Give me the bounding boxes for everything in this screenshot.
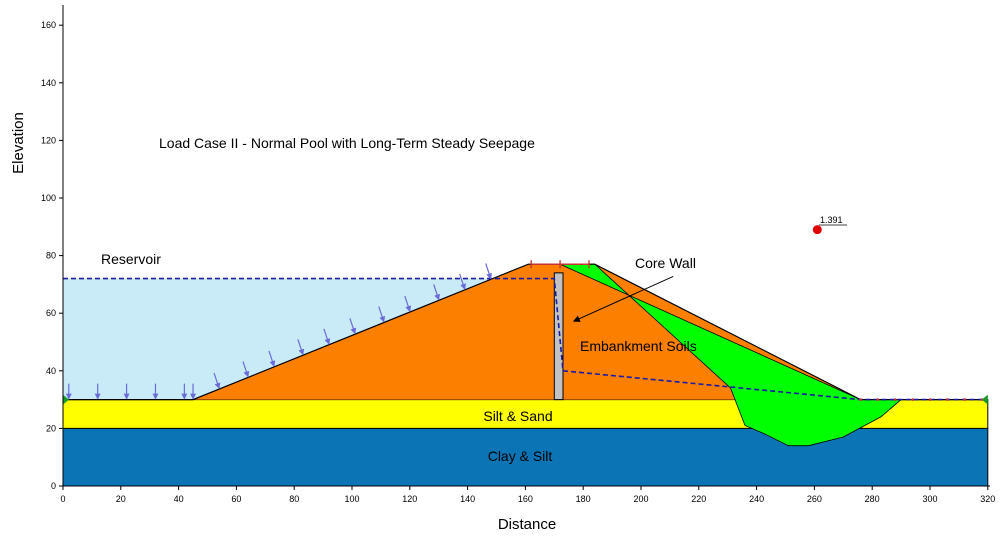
reservoir-label: Reservoir: [101, 251, 161, 267]
y-axis-title: Elevation: [10, 112, 27, 174]
y-tick-label: 140: [41, 78, 56, 88]
x-tick-label: 140: [460, 494, 475, 504]
x-tick-label: 180: [576, 494, 591, 504]
toe-tick: [859, 398, 862, 401]
y-tick-label: 20: [46, 423, 56, 433]
axis-ticks: 0 20 40 60 80 100 120 140 160 180 200 220 240 260 280 3…: [41, 20, 995, 504]
y-tick-label: 100: [41, 193, 56, 203]
pressure-arrow: [433, 284, 440, 301]
pressure-arrow: [242, 361, 250, 378]
x-tick-label: 60: [231, 494, 241, 504]
toe-tick: [963, 398, 966, 401]
pressure-arrow: [378, 306, 386, 323]
x-tick-label: 40: [174, 494, 184, 504]
x-tick-label: 280: [865, 494, 880, 504]
pressure-arrow: [297, 339, 305, 356]
axes: [62, 5, 990, 487]
y-tick-label: 60: [46, 308, 56, 318]
reservoir-water: [63, 278, 491, 400]
toe-tick: [911, 398, 914, 401]
x-tick-label: 240: [749, 494, 764, 504]
overlay-marks: [63, 225, 988, 405]
x-tick-label: 260: [807, 494, 822, 504]
embankment-region: [193, 264, 861, 400]
x-tick-label: 0: [60, 494, 65, 504]
x-tick-label: 100: [344, 494, 359, 504]
pressure-arrow: [323, 328, 331, 345]
pressure-arrow: [404, 295, 412, 313]
x-tick-label: 160: [518, 494, 533, 504]
pressure-arrow: [349, 318, 357, 335]
x-tick-label: 20: [116, 494, 126, 504]
right-boundary-node: [981, 394, 988, 405]
x-tick-label: 80: [289, 494, 299, 504]
y-tick-label: 120: [41, 135, 56, 145]
x-tick-label: 200: [633, 494, 648, 504]
factor-of-safety-label: 1.391: [820, 215, 843, 225]
pressure-arrow: [459, 273, 466, 290]
pressure-arrow: [485, 263, 492, 280]
y-tick-label: 0: [51, 481, 56, 491]
toe-tick: [876, 398, 880, 401]
x-tick-label: 320: [980, 494, 995, 504]
y-tick-label: 80: [46, 251, 56, 261]
x-tick-label: 220: [691, 494, 706, 504]
toe-tick: [894, 398, 897, 401]
x-axis-title: Distance: [498, 516, 556, 533]
core-wall-label: Core Wall: [635, 255, 696, 271]
pressure-arrow: [268, 350, 276, 367]
chart-title: Load Case II - Normal Pool with Long-Ter…: [159, 135, 535, 151]
y-tick-label: 40: [46, 366, 56, 376]
silt-sand-label: Silt & Sand: [483, 408, 552, 424]
x-tick-label: 120: [402, 494, 417, 504]
pressure-arrow: [213, 372, 221, 390]
toe-tick: [928, 398, 932, 401]
x-tick-label: 300: [922, 494, 937, 504]
core-wall-leader-arrow: [572, 275, 674, 322]
left-boundary-node: [63, 394, 69, 405]
embankment-label: Embankment Soils: [580, 338, 697, 354]
core-wall: [553, 272, 564, 401]
slip-center-point: [812, 225, 822, 235]
y-tick-label: 160: [41, 20, 56, 30]
clay-silt-label: Clay & Silt: [488, 448, 553, 464]
toe-tick: [946, 398, 949, 401]
